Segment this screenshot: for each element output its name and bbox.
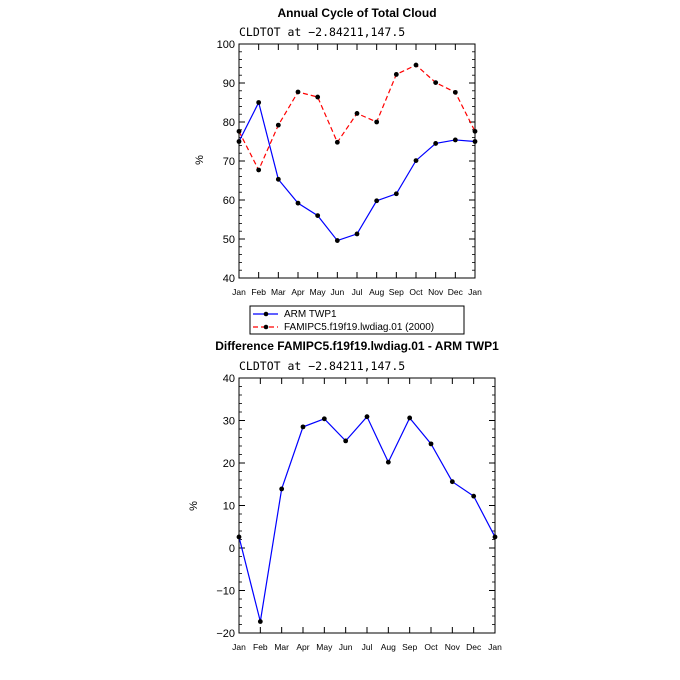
x-tick-label: May: [310, 287, 327, 297]
data-point: [256, 100, 262, 105]
x-tick-label: Jul: [352, 287, 363, 297]
data-point: [393, 191, 399, 197]
x-tick-label: Jul: [362, 642, 373, 652]
data-point: [407, 415, 413, 421]
x-tick-label: Jan: [232, 642, 246, 652]
y-tick-label: 80: [223, 117, 235, 129]
x-tick-label: Feb: [253, 642, 268, 652]
data-point: [471, 493, 477, 499]
y-tick-label: 50: [223, 234, 235, 246]
x-tick-label: Jun: [330, 287, 344, 297]
data-point: [374, 198, 380, 204]
x-tick-label: Jan: [488, 642, 502, 652]
legend: ARM TWP1 FAMIPC5.f19f19.lwdiag.01 (2000): [249, 305, 465, 335]
data-point: [433, 141, 439, 146]
y-tick-label: −10: [216, 586, 235, 598]
data-point: [452, 89, 458, 95]
plot-frame: [238, 43, 476, 279]
x-tick-label: Sep: [389, 287, 404, 297]
data-point: [315, 94, 321, 100]
data-point: [279, 486, 285, 492]
data-point: [385, 459, 391, 465]
data-point: [374, 119, 380, 125]
data-point: [275, 176, 281, 182]
series-line-1: [238, 64, 476, 172]
y-axis-ticks: −20 −10 0 10 20 30 40: [216, 373, 495, 640]
data-point: [295, 89, 301, 95]
y-axis-label: %: [194, 155, 206, 165]
x-tick-label: Aug: [381, 642, 396, 652]
x-tick-label: Apr: [296, 642, 309, 652]
data-point: [428, 441, 434, 447]
x-tick-label: Jan: [468, 287, 482, 297]
x-tick-label: Dec: [466, 642, 482, 652]
x-tick-label: Aug: [369, 287, 384, 297]
data-point: [452, 137, 458, 143]
y-tick-label: 20: [223, 458, 235, 470]
data-point: [315, 213, 321, 219]
legend-marker-model: [263, 324, 269, 330]
x-tick-label: Jan: [232, 287, 246, 297]
data-point: [449, 479, 455, 485]
data-point: [413, 158, 419, 164]
chart-subtitle: CLDTOT at −2.84211,147.5: [239, 359, 405, 373]
data-point: [257, 619, 263, 624]
data-point: [256, 167, 262, 173]
legend-marker-arm: [263, 311, 269, 317]
x-tick-label: Nov: [445, 642, 461, 652]
annual-cycle-chart: Annual Cycle of Total Cloud CLDTOT at −2…: [194, 6, 482, 335]
y-tick-label: 40: [223, 373, 235, 385]
data-point: [343, 438, 349, 444]
y-tick-label: 60: [223, 195, 235, 207]
data-point: [300, 424, 306, 430]
x-tick-label: Mar: [271, 287, 286, 297]
y-tick-label: 30: [223, 416, 235, 428]
data-point: [295, 200, 301, 206]
chart-subtitle: CLDTOT at −2.84211,147.5: [239, 25, 405, 39]
series-layer: [236, 62, 478, 243]
y-tick-label: 100: [217, 39, 235, 51]
chart-title: Difference FAMIPC5.f19f19.lwdiag.01 - AR…: [215, 339, 499, 353]
x-tick-label: Jun: [339, 642, 353, 652]
x-tick-label: Apr: [291, 287, 304, 297]
data-point: [354, 231, 360, 237]
y-tick-label: 10: [223, 501, 235, 513]
data-point: [413, 62, 419, 68]
legend-label-model: FAMIPC5.f19f19.lwdiag.01 (2000): [284, 322, 434, 333]
x-axis-ticks: Jan Feb Mar Apr May Jun Jul Aug Sep Oct Nov Dec Jan: [232, 378, 502, 652]
x-tick-label: Sep: [402, 642, 417, 652]
y-tick-label: 40: [223, 273, 235, 285]
plot-frame: [238, 377, 496, 634]
series-line-0: [238, 100, 476, 242]
x-tick-label: Mar: [274, 642, 289, 652]
data-point: [275, 122, 281, 128]
x-tick-label: Dec: [448, 287, 464, 297]
legend-label-arm: ARM TWP1: [284, 309, 337, 320]
x-tick-label: May: [316, 642, 333, 652]
x-tick-label: Oct: [424, 642, 438, 652]
x-tick-label: Feb: [251, 287, 266, 297]
y-tick-label: −20: [216, 628, 235, 640]
x-tick-label: Oct: [409, 287, 423, 297]
data-point: [364, 414, 370, 420]
y-axis-ticks: 40 50 60 70 80 90 100: [217, 39, 475, 285]
legend-box: [249, 305, 465, 335]
difference-chart: Difference FAMIPC5.f19f19.lwdiag.01 - AR…: [188, 339, 502, 652]
chart-title: Annual Cycle of Total Cloud: [277, 6, 436, 20]
data-point: [321, 416, 327, 422]
series-layer: [236, 414, 498, 624]
y-tick-label: 70: [223, 156, 235, 168]
y-axis-label: %: [188, 501, 200, 511]
y-tick-label: 0: [229, 543, 235, 555]
data-point: [334, 139, 340, 145]
data-point: [433, 80, 439, 86]
series-line-0: [238, 415, 496, 622]
y-tick-label: 90: [223, 78, 235, 90]
data-point: [334, 238, 340, 243]
x-tick-label: Nov: [428, 287, 444, 297]
data-point: [393, 72, 399, 77]
x-axis-ticks: Jan Feb Mar Apr May Jun Jul Aug Sep Oct Nov Dec Jan: [232, 44, 482, 297]
data-point: [354, 111, 360, 116]
